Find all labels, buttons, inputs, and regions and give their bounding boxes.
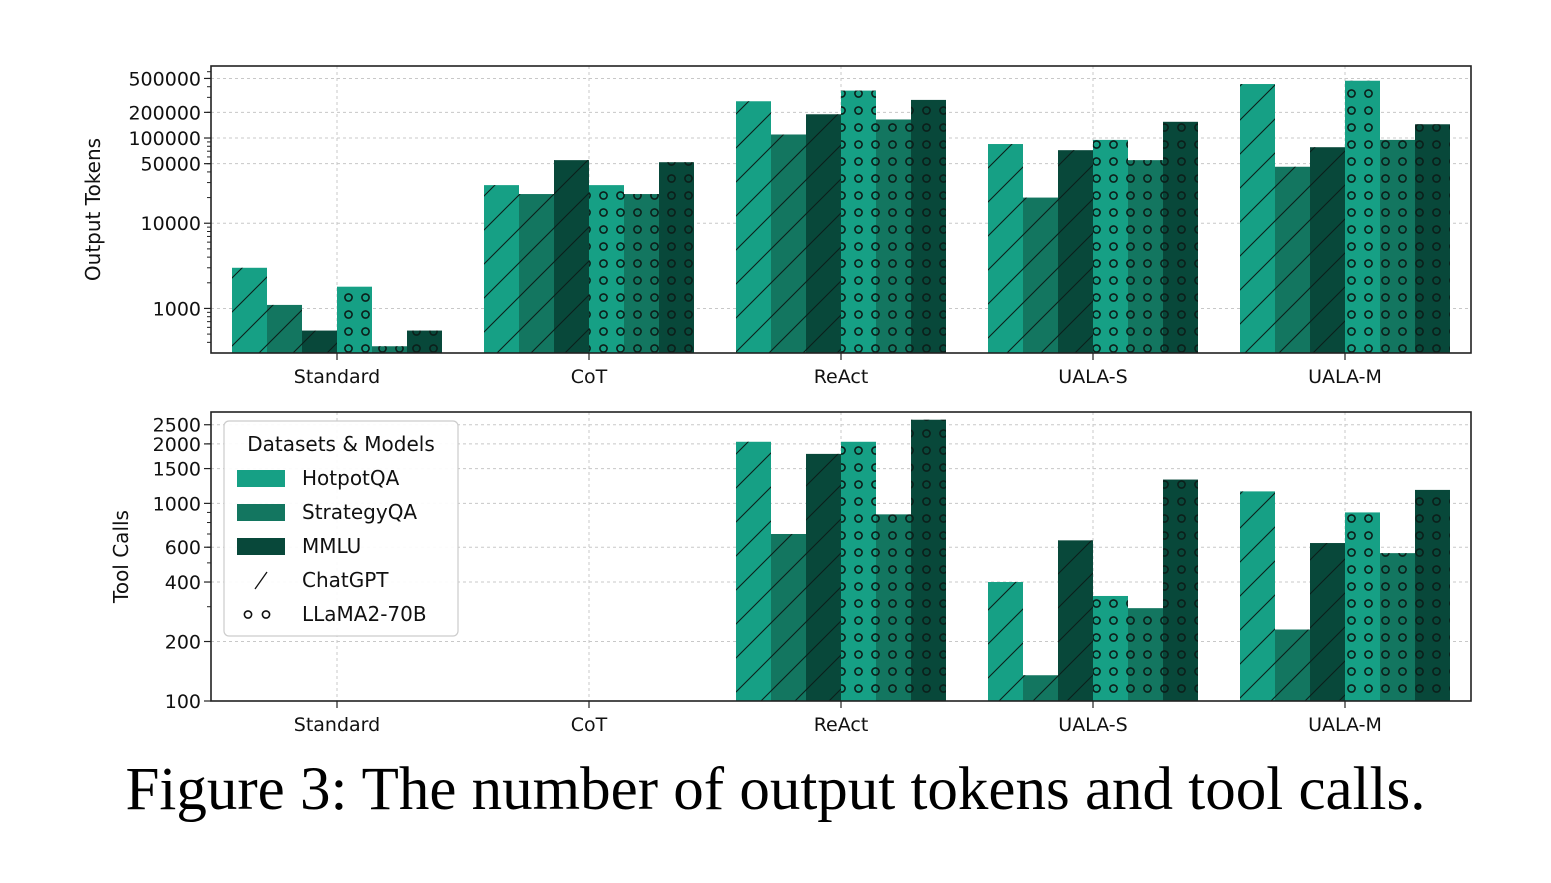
legend-label: ChatGPT — [302, 568, 389, 592]
tool-calls-bar-hatch-strategyqa-chatgpt — [771, 533, 806, 701]
output-tokens-bar-hatch-hotpotqa-chatgpt — [232, 267, 267, 353]
output-tokens-bar-hatch-mmlu-llama2-70b — [659, 162, 694, 353]
tool-calls-ytick-label: 200 — [165, 632, 201, 654]
tool-calls-ytick-label: 1000 — [153, 493, 201, 515]
tool-calls-bar-hatch-mmlu-chatgpt — [1058, 540, 1093, 701]
tool-calls-xtick-label: UALA-S — [1058, 714, 1127, 736]
legend-label: LLaMA2-70B — [302, 602, 427, 626]
output-tokens-bar-hatch-hotpotqa-llama2-70b — [1345, 80, 1380, 354]
tool-calls-bar-hatch-strategyqa-llama2-70b — [1128, 608, 1163, 701]
output-tokens-bar-hatch-hotpotqa-llama2-70b — [337, 286, 372, 353]
output-tokens-bar-hatch-mmlu-chatgpt — [302, 330, 337, 353]
output-tokens-xtick-label: CoT — [571, 366, 608, 388]
tool-calls-ytick-label: 400 — [165, 572, 201, 594]
tool-calls-xtick-label: UALA-M — [1308, 714, 1382, 736]
output-tokens-bar-hatch-hotpotqa-llama2-70b — [841, 90, 876, 353]
legend-swatch-strategyqa — [237, 504, 285, 521]
output-tokens-ylabel: Output Tokens — [81, 138, 105, 281]
output-tokens-ytick-label: 500000 — [128, 68, 201, 90]
output-tokens-bar-hatch-mmlu-llama2-70b — [1163, 121, 1198, 353]
output-tokens-bar-hatch-strategyqa-chatgpt — [267, 304, 302, 353]
tool-calls-bar-hatch-hotpotqa-chatgpt — [988, 582, 1023, 701]
tool-calls-bar-hatch-hotpotqa-chatgpt — [1240, 491, 1275, 701]
tool-calls-bar-hatch-strategyqa-llama2-70b — [1380, 553, 1415, 701]
tool-calls-bar-hatch-strategyqa-chatgpt — [1275, 629, 1310, 701]
tool-calls-bar-hatch-hotpotqa-llama2-70b — [1093, 595, 1128, 701]
tool-calls-bar-hatch-mmlu-llama2-70b — [911, 419, 946, 701]
output-tokens-bar-hatch-strategyqa-chatgpt — [1023, 197, 1058, 353]
output-tokens-bar-hatch-mmlu-chatgpt — [554, 160, 589, 353]
output-tokens-ytick-label: 1000 — [153, 298, 201, 320]
figure: 1000 10000 50000 100000 200000 500000 Standard… — [81, 65, 1472, 736]
output-tokens-bar-hatch-mmlu-llama2-70b — [407, 330, 442, 353]
legend-swatch-hotpotqa — [237, 470, 285, 487]
output-tokens-bar-hatch-strategyqa-llama2-70b — [876, 119, 911, 353]
tool-calls-xtick-label: Standard — [294, 714, 380, 736]
output-tokens-bar-hatch-hotpotqa-chatgpt — [988, 144, 1023, 353]
legend-label: HotpotQA — [302, 466, 400, 490]
output-tokens-ytick-label: 200000 — [128, 102, 201, 124]
tool-calls-ytick-label: 1500 — [153, 459, 201, 481]
tool-calls-ytick-label: 600 — [165, 537, 201, 559]
output-tokens-bar-hatch-mmlu-chatgpt — [1310, 147, 1345, 353]
output-tokens-panel: 1000 10000 50000 100000 200000 500000 Standard… — [81, 65, 1472, 388]
legend-label: StrategyQA — [302, 500, 417, 524]
output-tokens-bar-hatch-strategyqa-llama2-70b — [624, 194, 659, 353]
output-tokens-bar-hatch-strategyqa-llama2-70b — [1128, 160, 1163, 353]
output-tokens-xtick-label: Standard — [294, 366, 380, 388]
tool-calls-xtick-label: ReAct — [814, 714, 869, 736]
output-tokens-bar-hatch-mmlu-llama2-70b — [1415, 124, 1450, 354]
tool-calls-ytick-label: 2500 — [153, 415, 201, 437]
output-tokens-bar-hatch-mmlu-chatgpt — [1058, 150, 1093, 353]
tool-calls-bar-hatch-mmlu-chatgpt — [1310, 543, 1345, 701]
output-tokens-bar-hatch-hotpotqa-chatgpt — [736, 101, 771, 353]
output-tokens-bar-hatch-strategyqa-llama2-70b — [1380, 139, 1415, 353]
tool-calls-bar-hatch-hotpotqa-llama2-70b — [841, 441, 876, 701]
legend-swatch-llama-circle — [243, 610, 253, 619]
output-tokens-xtick-label: UALA-M — [1308, 366, 1382, 388]
tool-calls-bar-hatch-hotpotqa-chatgpt — [736, 441, 771, 701]
tool-calls-bar-hatch-mmlu-llama2-70b — [1163, 479, 1198, 701]
output-tokens-bar-hatch-hotpotqa-chatgpt — [484, 185, 519, 353]
figure-caption: Figure 3: The number of output tokens an… — [125, 756, 1426, 823]
output-tokens-ytick-label: 100000 — [128, 128, 201, 150]
output-tokens-ytick-label: 50000 — [141, 154, 201, 176]
output-tokens-bar-hatch-hotpotqa-llama2-70b — [589, 185, 624, 353]
legend-swatch-mmlu — [237, 538, 285, 555]
legend-swatch-llama-circle — [261, 610, 271, 619]
output-tokens-xtick-label: ReAct — [814, 366, 869, 388]
output-tokens-bar-hatch-hotpotqa-chatgpt — [1240, 84, 1275, 354]
tool-calls-ylabel: Tool Calls — [109, 510, 133, 604]
legend-label: MMLU — [302, 534, 361, 558]
tool-calls-xtick-label: CoT — [571, 714, 608, 736]
tool-calls-bar-hatch-hotpotqa-llama2-70b — [1345, 512, 1380, 701]
output-tokens-bar-hatch-strategyqa-chatgpt — [1275, 166, 1310, 353]
tool-calls-bar-hatch-strategyqa-chatgpt — [1023, 675, 1058, 701]
output-tokens-bar-hatch-mmlu-chatgpt — [806, 114, 841, 353]
output-tokens-bar-hatch-hotpotqa-llama2-70b — [1093, 139, 1128, 353]
tool-calls-bar-hatch-mmlu-chatgpt — [806, 453, 841, 701]
output-tokens-bar-hatch-strategyqa-chatgpt — [519, 194, 554, 353]
tool-calls-ytick-label: 2000 — [153, 434, 201, 456]
output-tokens-bar-hatch-mmlu-llama2-70b — [911, 99, 946, 353]
tool-calls-ytick-label: 100 — [165, 691, 201, 713]
output-tokens-xtick-label: UALA-S — [1058, 366, 1127, 388]
output-tokens-bar-hatch-strategyqa-llama2-70b — [372, 346, 407, 353]
legend: Datasets & Models HotpotQA StrategyQA MMLU C… — [223, 420, 459, 637]
tool-calls-bar-hatch-mmlu-llama2-70b — [1415, 489, 1450, 701]
tool-calls-bar-hatch-strategyqa-llama2-70b — [876, 514, 911, 701]
legend-title: Datasets & Models — [247, 432, 435, 456]
legend-swatch-chatgpt-slash — [254, 571, 268, 590]
output-tokens-ytick-label: 10000 — [141, 213, 201, 235]
output-tokens-bar-hatch-strategyqa-chatgpt — [771, 134, 806, 353]
